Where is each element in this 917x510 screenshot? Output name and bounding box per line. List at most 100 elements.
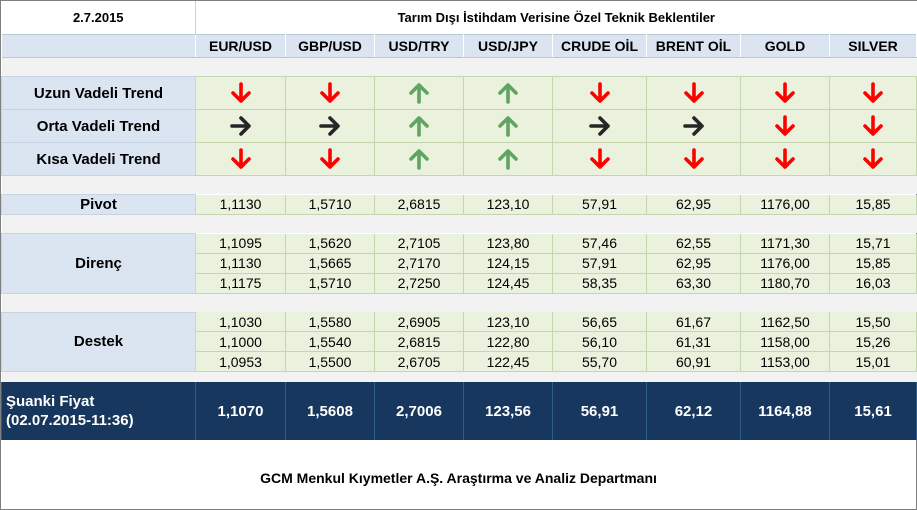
trend-label: Orta Vadeli Trend (1, 109, 196, 143)
current-price-value: 56,91 (552, 382, 647, 440)
column-header-1: GBP/USD (285, 34, 375, 58)
arrow-up-icon (498, 116, 518, 137)
trend-cell (740, 76, 830, 110)
current-price-value: 2,7006 (374, 382, 464, 440)
trend-row: Uzun Vadeli Trend (1, 76, 917, 110)
arrow-down-icon (775, 148, 795, 169)
trend-cell (285, 76, 375, 110)
trend-cell (646, 76, 741, 110)
arrow-down-icon (683, 82, 704, 103)
support-section: Destek 1,1030 1,5580 2,6905 123,10 56,65 61,67… (1, 311, 917, 372)
spacer-row (1, 57, 917, 77)
column-header-4: CRUDE OİL (552, 34, 647, 58)
pivot-value: 1,1130 (195, 194, 286, 215)
resistance-row: 1,1130 1,5665 2,7170 124,15 57,91 62,95 1176,0… (2, 253, 917, 274)
arrow-down-icon (230, 148, 251, 169)
current-price-value: 15,61 (828, 382, 917, 440)
resistance-value: 2,7170 (374, 253, 464, 274)
resistance-value: 1171,30 (740, 233, 830, 254)
current-price-value: 1164,88 (740, 382, 830, 440)
pivot-row: Pivot 1,1130 1,5710 2,6815 123,10 57,91 62,95… (1, 194, 917, 215)
trend-cell (463, 76, 553, 110)
arrow-right-icon (319, 116, 340, 136)
trend-cell (646, 109, 741, 143)
trend-cell (552, 76, 647, 110)
current-price-title: Şuanki Fiyat (6, 393, 95, 410)
trend-cell (285, 142, 375, 176)
support-label: Destek (1, 311, 196, 372)
trend-cell (463, 109, 553, 143)
support-value: 1162,50 (740, 312, 830, 332)
arrow-up-icon (409, 116, 429, 137)
support-value: 1153,00 (740, 351, 830, 372)
support-value: 55,70 (552, 351, 647, 372)
footer-text: GCM Menkul Kıymetler A.Ş. Araştırma ve A… (260, 470, 657, 486)
resistance-value: 57,46 (552, 233, 647, 254)
resistance-value: 63,30 (646, 273, 741, 294)
support-value: 15,50 (828, 312, 917, 332)
support-value: 2,6705 (374, 351, 464, 372)
trend-label: Kısa Vadeli Trend (1, 142, 196, 176)
header-corner (1, 34, 196, 58)
trend-cell (740, 142, 830, 176)
arrow-down-icon (320, 82, 340, 103)
resistance-value: 57,91 (552, 253, 647, 274)
resistance-value: 58,35 (552, 273, 647, 294)
support-value: 1,5540 (285, 331, 375, 352)
support-row: 1,1000 1,5540 2,6815 122,80 56,10 61,31 1158,0… (2, 331, 917, 352)
support-value: 1,5500 (285, 351, 375, 372)
trend-row: Kısa Vadeli Trend (1, 142, 917, 176)
trend-cell (828, 142, 917, 176)
trend-cell (374, 142, 464, 176)
column-header-2: USD/TRY (374, 34, 464, 58)
column-header-7: SILVER (829, 34, 917, 58)
resistance-value: 1176,00 (740, 253, 830, 274)
spacer-row (1, 214, 917, 234)
support-row: 1,0953 1,5500 2,6705 122,45 55,70 60,91 1153,0… (2, 351, 917, 372)
arrow-right-icon (682, 116, 704, 136)
resistance-value: 1180,70 (740, 273, 830, 294)
resistance-row: 1,1175 1,5710 2,7250 124,45 58,35 63,30 1180,7… (2, 273, 917, 294)
resistance-value: 124,15 (463, 253, 553, 274)
arrow-down-icon (863, 82, 883, 103)
trend-row: Orta Vadeli Trend (1, 109, 917, 143)
trend-cell (195, 76, 286, 110)
resistance-label: Direnç (1, 233, 196, 294)
pivot-value: 1,5710 (285, 194, 375, 215)
support-value: 15,01 (828, 351, 917, 372)
support-value: 1,5580 (285, 312, 375, 332)
trend-cell (195, 109, 286, 143)
current-price-value: 62,12 (646, 382, 741, 440)
support-value: 1,1030 (195, 312, 286, 332)
support-value: 1158,00 (740, 331, 830, 352)
resistance-value: 15,85 (828, 253, 917, 274)
pivot-value: 15,85 (828, 194, 917, 215)
current-price-value: 123,56 (463, 382, 553, 440)
arrow-down-icon (589, 148, 610, 169)
resistance-value: 1,5620 (285, 233, 375, 254)
trend-cell (552, 142, 647, 176)
spacer-row (1, 371, 917, 382)
arrow-down-icon (775, 82, 795, 103)
arrow-down-icon (230, 82, 251, 103)
arrow-down-icon (683, 148, 704, 169)
resistance-value: 1,5665 (285, 253, 375, 274)
column-header-row: EUR/USD GBP/USD USD/TRY USD/JPY CRUDE OİL BRE… (1, 34, 917, 58)
trend-cell (374, 109, 464, 143)
support-value: 2,6905 (374, 312, 464, 332)
support-value: 1,1000 (195, 331, 286, 352)
technical-table: 2.7.2015 Tarım Dışı İstihdam Verisine Öz… (1, 1, 917, 440)
resistance-value: 15,71 (828, 233, 917, 254)
resistance-value: 1,1095 (195, 233, 286, 254)
report-date: 2.7.2015 (1, 1, 196, 35)
current-price-value: 1,1070 (195, 382, 286, 440)
support-value: 60,91 (646, 351, 741, 372)
arrow-down-icon (589, 82, 610, 103)
trend-cell (463, 142, 553, 176)
arrow-up-icon (498, 149, 518, 170)
resistance-value: 124,45 (463, 273, 553, 294)
support-value: 56,65 (552, 312, 647, 332)
resistance-value: 16,03 (828, 273, 917, 294)
support-row: Destek 1,1030 1,5580 2,6905 123,10 56,65 61,67… (1, 311, 917, 372)
